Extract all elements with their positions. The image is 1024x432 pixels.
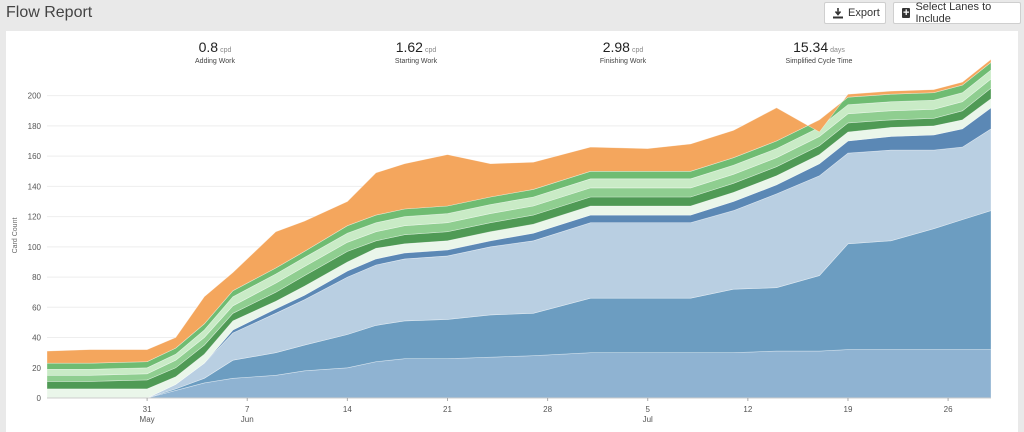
stat-finishing-work: 2.98 cpd Finishing Work	[543, 39, 703, 65]
stat-unit: days	[830, 47, 845, 54]
header-bar: Flow Report Export + Select Lanes to Inc…	[0, 0, 1024, 28]
stat-label: Finishing Work	[599, 58, 647, 65]
stat-value: 1.62	[395, 39, 423, 55]
x-month-label: Jul	[643, 415, 653, 424]
y-tick-label: 0	[37, 394, 42, 403]
stat-value: 0.8	[198, 39, 219, 55]
cumulative-flow-chart: 0 20 40 60 80 100 120 140 160 180 200 Card Count 31M…	[12, 58, 992, 424]
stat-unit: cpd	[631, 47, 644, 54]
y-tick-label: 40	[32, 334, 41, 343]
export-label: Export	[848, 7, 880, 19]
x-tick-label: 12	[743, 405, 752, 414]
y-tick-label: 60	[32, 303, 41, 312]
x-month-label: May	[140, 415, 155, 424]
page-title: Flow Report	[6, 4, 93, 21]
stat-label: Simplified Cycle Time	[785, 58, 853, 65]
x-tick-label: 5	[646, 405, 651, 414]
x-tick-label: 31	[143, 405, 152, 414]
select-lanes-label: Select Lanes to Include	[915, 1, 992, 25]
y-tick-label: 140	[28, 182, 42, 191]
x-tick-label: 26	[944, 405, 953, 414]
x-tick-label: 21	[443, 405, 452, 414]
stat-label: Adding Work	[195, 58, 235, 65]
stat-value: 15.34	[793, 39, 829, 55]
y-tick-label: 20	[32, 364, 41, 373]
x-tick-label: 7	[245, 405, 250, 414]
x-month-label: Jun	[241, 415, 254, 424]
y-tick-label: 120	[28, 213, 42, 222]
x-tick-label: 19	[844, 405, 853, 414]
y-tick-label: 200	[28, 92, 42, 101]
y-axis-label: Card Count	[12, 218, 19, 254]
stat-unit: cpd	[220, 47, 232, 54]
stat-cycle-time: 15.34 days Simplified Cycle Time	[739, 39, 899, 65]
area-band-9	[46, 58, 992, 364]
plus-square-icon: +	[902, 7, 911, 19]
stat-starting-work: 1.62 cpd Starting Work	[336, 39, 496, 65]
stat-label: Starting Work	[394, 58, 438, 65]
stat-value: 2.98	[602, 39, 630, 55]
export-button[interactable]: Export	[824, 2, 886, 24]
y-tick-label: 160	[28, 152, 42, 161]
flow-report-panel: 0.8 cpd Adding Work 1.62 cpd Starting Work…	[6, 31, 1018, 432]
stat-adding-work: 0.8 cpd Adding Work	[135, 39, 295, 65]
y-tick-label: 80	[32, 273, 41, 282]
stat-unit: cpd	[424, 47, 437, 54]
y-tick-label: 180	[28, 122, 42, 131]
x-tick-label: 28	[543, 405, 552, 414]
select-lanes-button[interactable]: + Select Lanes to Include	[893, 1, 1021, 25]
y-tick-label: 100	[28, 243, 42, 252]
download-icon	[833, 7, 843, 19]
x-tick-label: 14	[343, 405, 352, 414]
